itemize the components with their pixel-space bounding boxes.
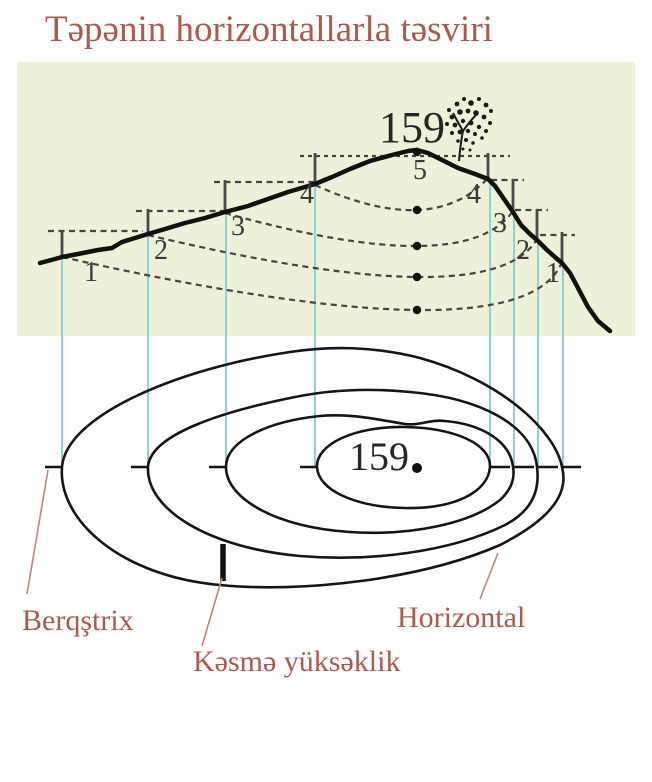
bergstrich-leader-line (26, 469, 49, 595)
cut-height-leader-line (201, 577, 223, 647)
stake-number-left-1: 1 (84, 257, 98, 288)
contour-ring-3 (224, 413, 515, 535)
tree-icon (445, 97, 493, 162)
peak-height-label: 159 (379, 103, 445, 152)
cut-height-label: Kəsmə yüksəklik (193, 645, 400, 678)
peak-dot (412, 147, 422, 157)
contour-ring-outer (60, 346, 565, 589)
map-peak-dot (412, 463, 422, 473)
hill-profile-curve (37, 147, 613, 334)
stake-number-left-4: 4 (300, 179, 314, 210)
axis-dot-level-1 (412, 305, 422, 315)
axis-dot-level-3 (412, 241, 422, 251)
cut-plane-arc-level-2 (147, 233, 538, 279)
contour-ring-2 (146, 388, 539, 559)
horizontal-leader-line (479, 552, 499, 600)
peak-number-label: 5 (413, 155, 427, 186)
stake-number-right-1: 1 (546, 258, 560, 289)
annotation-labels: Berqştrix Horizontal Kəsmə yüksəklik (22, 601, 525, 678)
stake-number-left-2: 2 (154, 235, 168, 266)
map-height-label: 159 (349, 434, 409, 479)
stake-number-right-3: 3 (493, 208, 507, 239)
horizontal-label: Horizontal (397, 601, 525, 634)
projection-lines (61, 179, 564, 466)
stake-number-right-2: 2 (516, 235, 530, 266)
axis-dot-level-2 (412, 272, 422, 282)
bergstrich-label: Berqştrix (22, 604, 134, 637)
stake-numbers: 1 2 3 4 5 4 3 2 1 (84, 155, 560, 289)
leader-lines (26, 469, 499, 647)
peak-axis-dots (412, 147, 422, 315)
profile-panel-background (17, 62, 635, 336)
stake-number-right-4: 4 (467, 179, 481, 210)
diagram-title: Təpənin horizontallarla təsviri (45, 9, 493, 50)
axis-dot-level-4 (412, 205, 422, 215)
stake-number-left-3: 3 (231, 211, 245, 242)
measuring-stakes (60, 153, 564, 263)
